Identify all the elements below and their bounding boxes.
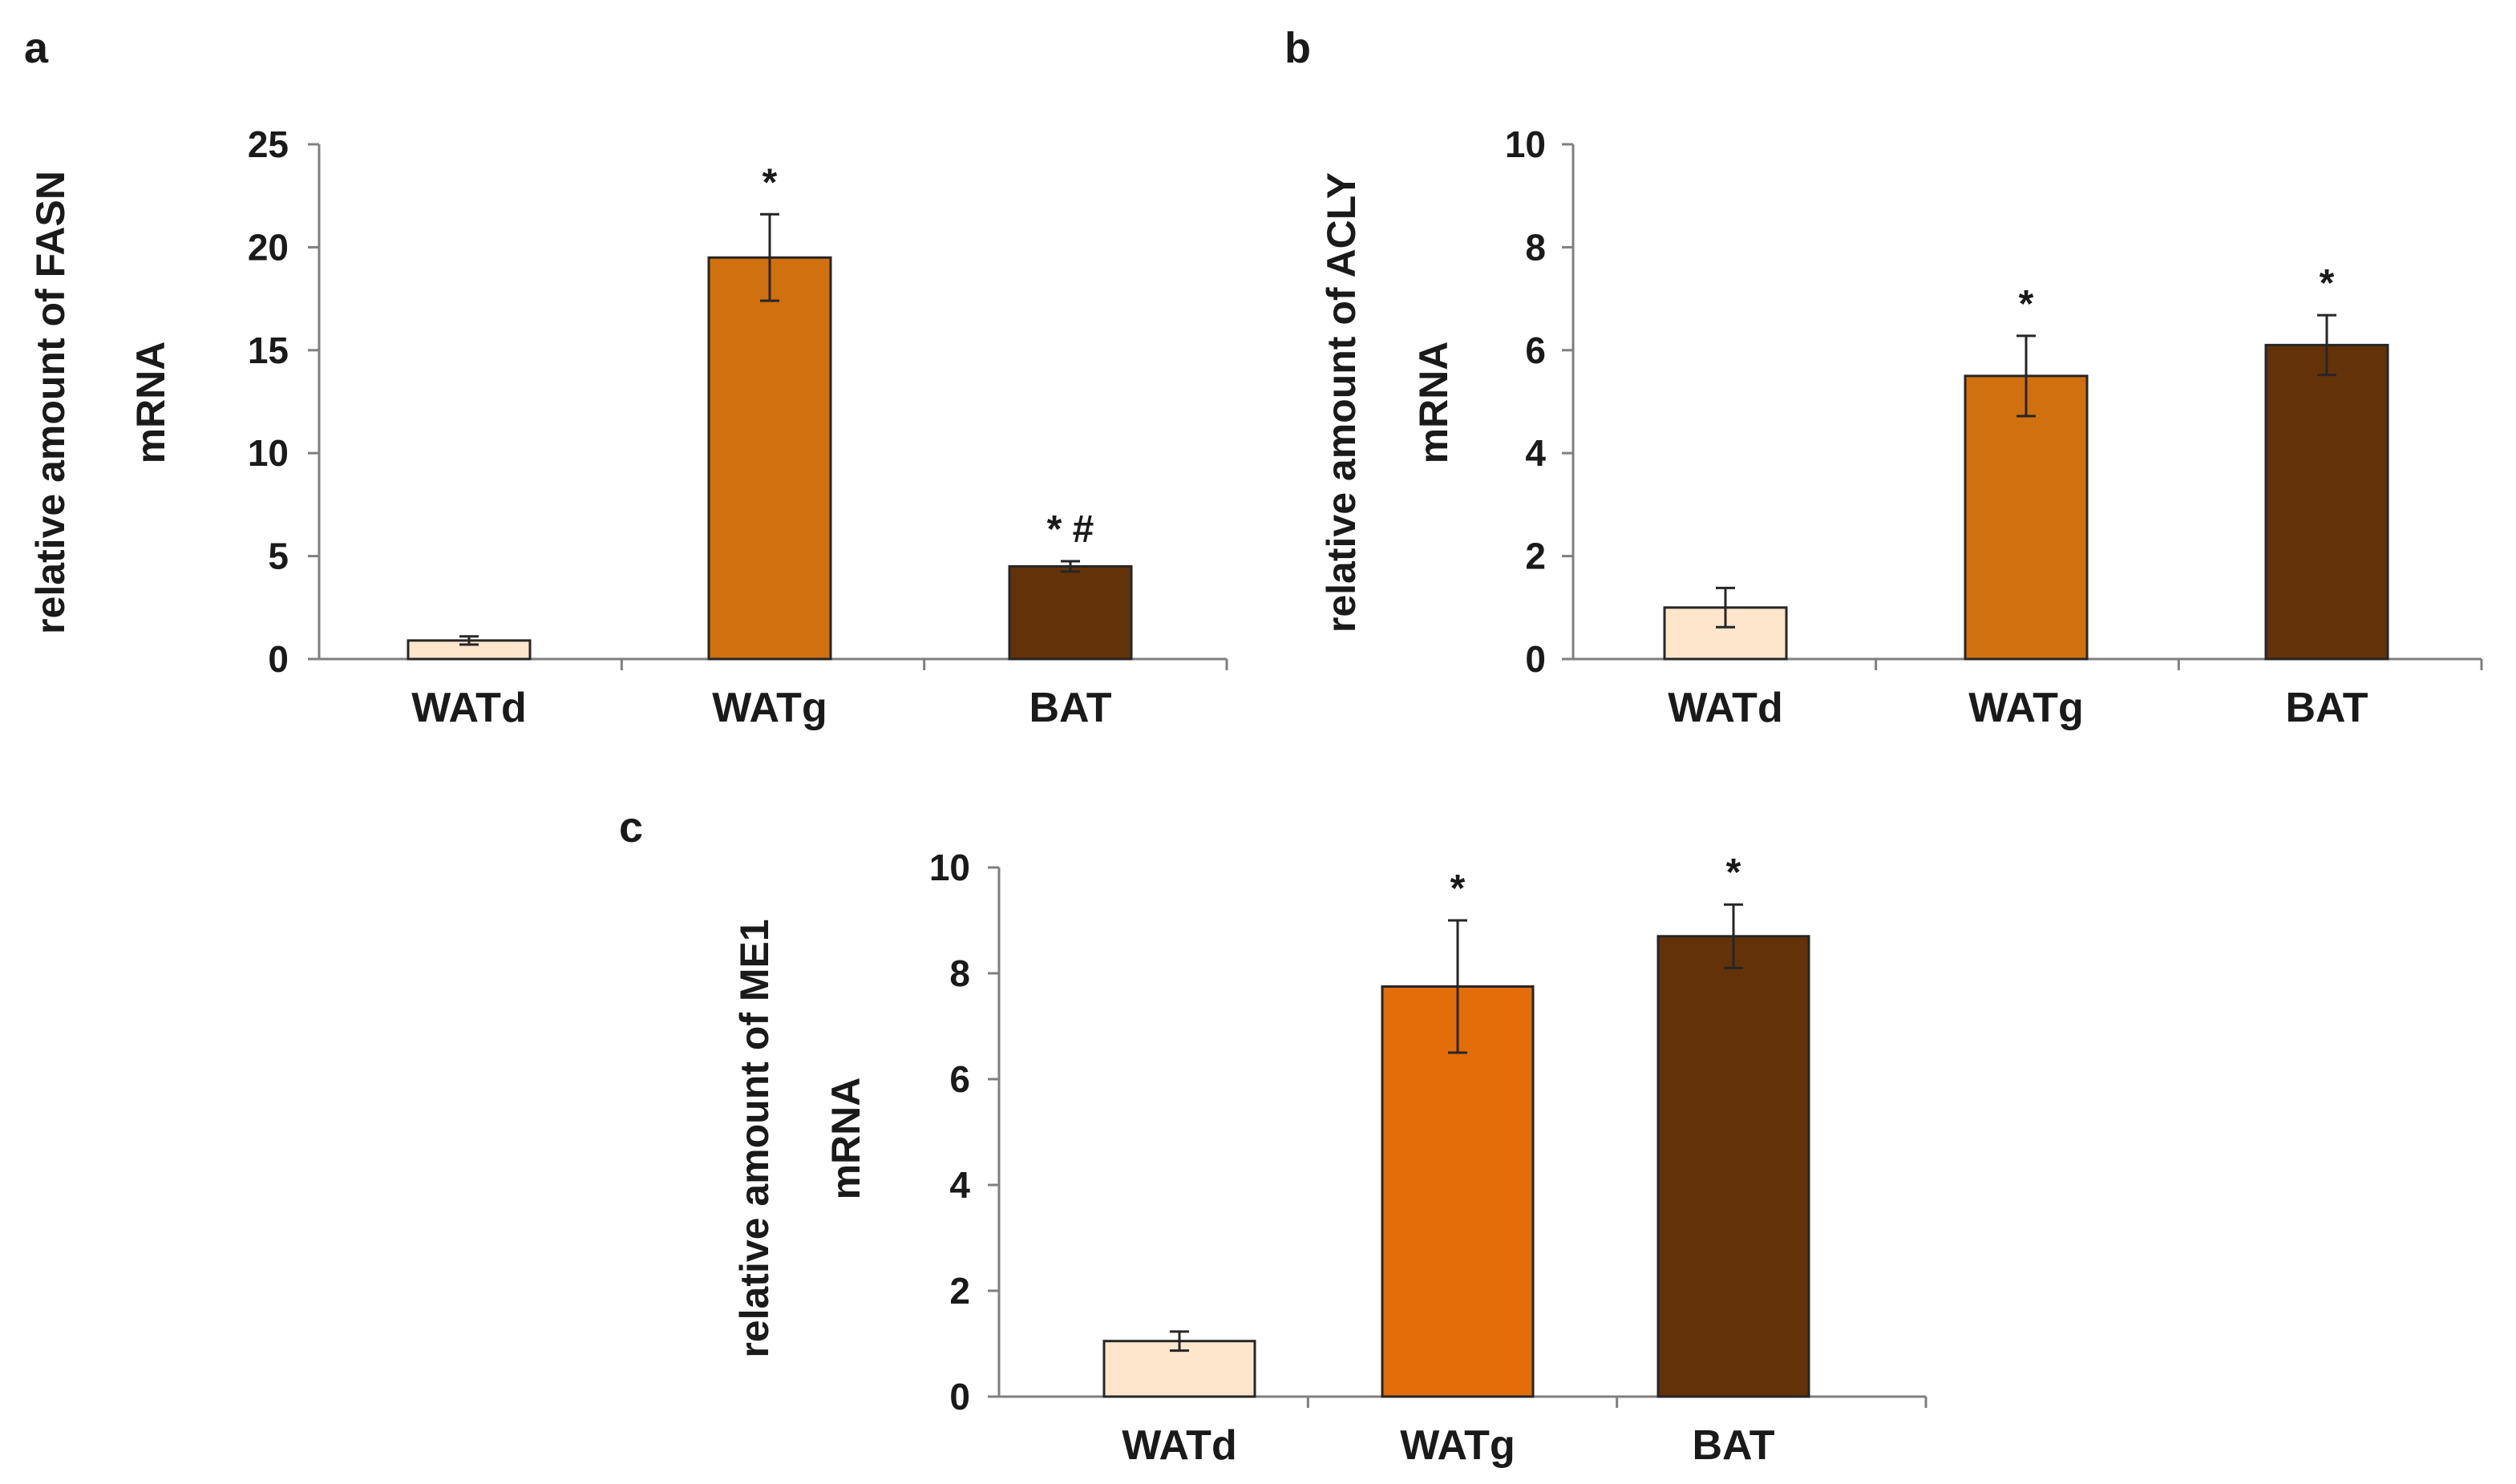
significance-mark-c-watg: * xyxy=(1450,867,1466,910)
y-tick-label-a: 10 xyxy=(248,432,289,474)
significance-mark-a-bat: * # xyxy=(1047,508,1094,551)
y-tick-label-b: 8 xyxy=(1525,226,1546,268)
y-tick-label-c: 6 xyxy=(949,1058,970,1100)
category-label-c-watd: WATd xyxy=(1122,1422,1236,1469)
panel-letter-b: b xyxy=(1284,24,1311,72)
y-axis-label-c: relative amount of ME1 xyxy=(732,919,777,1357)
bar-c-watg xyxy=(1381,985,1535,1398)
category-label-a-watg: WATg xyxy=(712,685,827,731)
bar-b-bat xyxy=(2264,343,2389,661)
significance-mark-a-watg: * xyxy=(762,161,778,204)
y-tick-label-b: 10 xyxy=(1505,123,1546,165)
y-axis-label-a: relative amount of FASN xyxy=(28,171,73,634)
y-tick-label-b: 6 xyxy=(1525,330,1546,371)
y-tick-label-c: 4 xyxy=(949,1164,970,1206)
significance-mark-b-bat: * xyxy=(2320,262,2335,305)
y-tick-label-b: 2 xyxy=(1525,536,1546,577)
y-tick-label-c: 0 xyxy=(949,1376,970,1417)
category-label-b-watd: WATd xyxy=(1668,685,1782,731)
bar-b-watg xyxy=(1964,374,2089,661)
y-tick-label-a: 20 xyxy=(248,226,289,268)
y-tick-label-c: 10 xyxy=(929,847,970,888)
y-tick-label-c: 8 xyxy=(949,952,970,994)
y-axis-label-a: mRNA xyxy=(128,342,173,464)
y-tick-label-b: 4 xyxy=(1525,432,1546,474)
y-tick-label-a: 0 xyxy=(268,638,289,680)
significance-mark-c-bat: * xyxy=(1726,851,1741,894)
y-axis-label-b: mRNA xyxy=(1411,342,1456,464)
y-tick-label-a: 15 xyxy=(248,330,289,371)
category-label-b-watg: WATg xyxy=(1968,685,2083,731)
significance-mark-b-watg: * xyxy=(2019,283,2034,326)
y-axis-label-b: relative amount of ACLY xyxy=(1319,172,1364,633)
panel-letter-a: a xyxy=(24,24,49,72)
category-label-a-bat: BAT xyxy=(1029,685,1111,731)
bar-c-bat xyxy=(1656,935,1810,1398)
bar-a-bat xyxy=(1008,564,1133,661)
y-axis-label-c: mRNA xyxy=(823,1078,868,1200)
bar-a-watg xyxy=(707,256,832,661)
category-label-b-bat: BAT xyxy=(2285,685,2368,731)
y-tick-label-a: 25 xyxy=(248,123,289,165)
y-tick-label-a: 5 xyxy=(268,536,289,577)
panel-letter-c: c xyxy=(619,803,643,851)
category-label-a-watd: WATd xyxy=(411,685,526,731)
y-tick-label-c: 2 xyxy=(949,1270,970,1312)
category-label-c-bat: BAT xyxy=(1692,1422,1774,1469)
y-tick-label-b: 0 xyxy=(1525,638,1546,680)
category-label-c-watg: WATg xyxy=(1400,1422,1515,1469)
